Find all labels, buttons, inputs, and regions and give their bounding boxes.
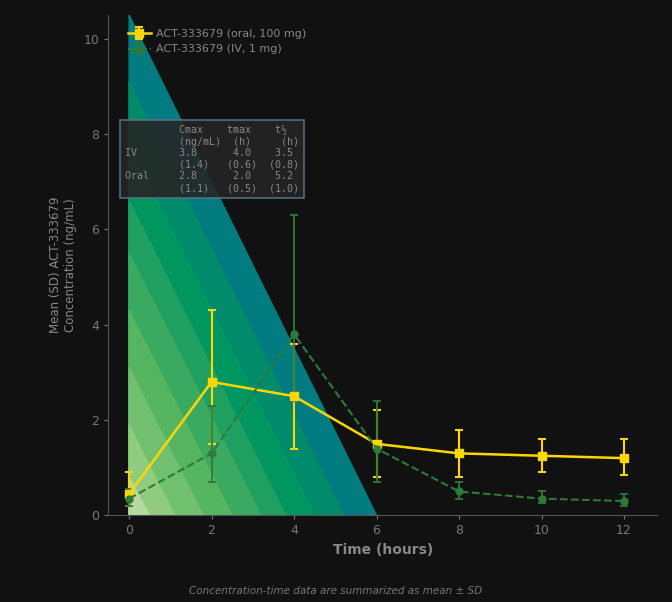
Polygon shape — [129, 201, 286, 515]
Text: Cmax    tmax    t½
         (ng/mL)  (h)     (h)
IV       3.8      4.0    3.5
  : Cmax tmax t½ (ng/mL) (h) (h) IV 3.8 4.0 … — [125, 125, 299, 193]
Text: Concentration-time data are summarized as mean ± SD: Concentration-time data are summarized a… — [190, 586, 482, 596]
X-axis label: Time (hours): Time (hours) — [333, 543, 433, 557]
Polygon shape — [129, 425, 175, 515]
Polygon shape — [129, 15, 376, 515]
Polygon shape — [129, 82, 343, 515]
Polygon shape — [129, 477, 150, 515]
Polygon shape — [129, 253, 261, 515]
Polygon shape — [129, 311, 233, 515]
Polygon shape — [129, 144, 314, 515]
Y-axis label: Mean (SD) ACT-333679
Concentration (ng/mL): Mean (SD) ACT-333679 Concentration (ng/m… — [48, 197, 77, 334]
Polygon shape — [129, 368, 204, 515]
Legend: ACT-333679 (oral, 100 mg), ACT-333679 (IV, 1 mg): ACT-333679 (oral, 100 mg), ACT-333679 (I… — [125, 25, 310, 58]
